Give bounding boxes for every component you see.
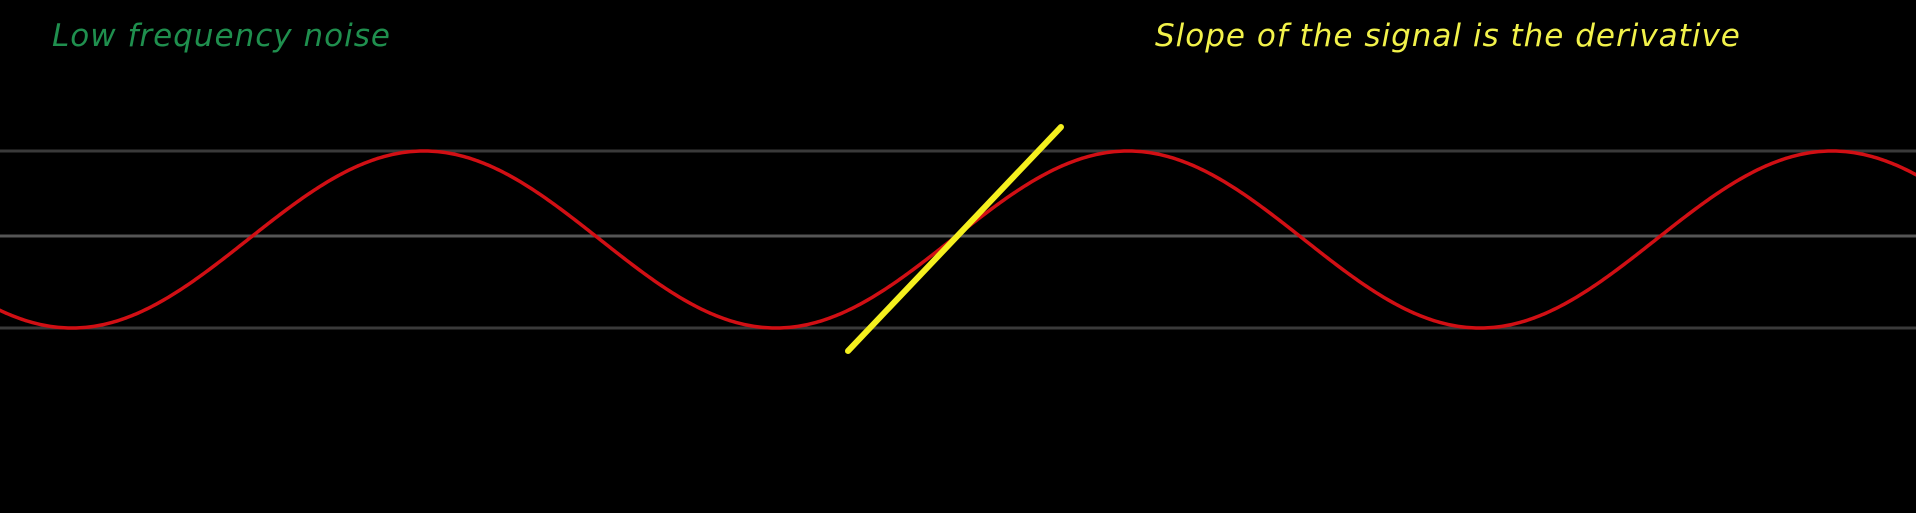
slope-derivative-label: Slope of the signal is the derivative: [1155, 18, 1741, 54]
tangent-slope-line: [845, 124, 1064, 354]
low-frequency-noise-label: Low frequency noise: [52, 18, 391, 54]
